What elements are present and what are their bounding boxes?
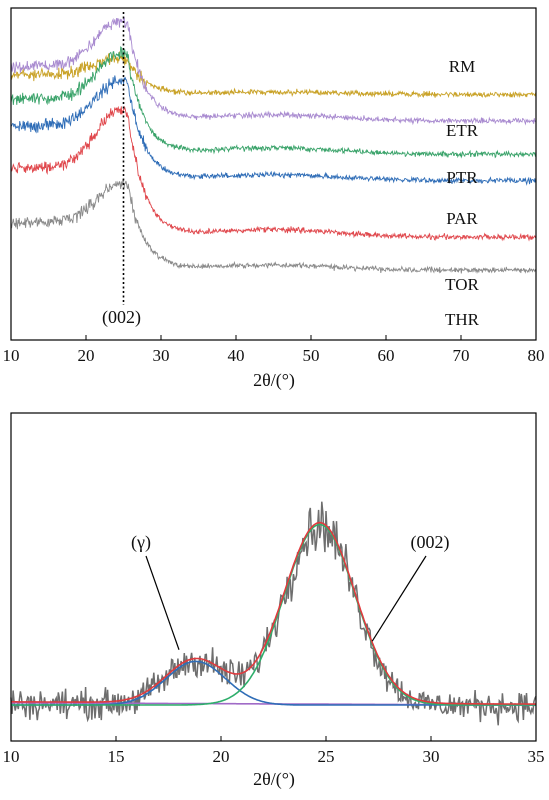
x-tick-label: 25 bbox=[318, 747, 335, 766]
plot-frame bbox=[10, 7, 537, 341]
gamma-annotation-label: (γ) bbox=[131, 532, 151, 553]
series-label-rm: RM bbox=[449, 57, 475, 76]
x-axis: 10 20 30 40 50 60 70 80 bbox=[3, 335, 545, 365]
x-tick-label: 50 bbox=[303, 346, 320, 365]
peak-fit-chart: 10 15 20 25 30 35 (γ) (002) 2θ/(°) bbox=[3, 412, 545, 790]
x-tick-label: 30 bbox=[423, 747, 440, 766]
series-label-tor: TOR bbox=[445, 275, 479, 294]
series-labels: RM ETR PTR PAR TOR THR bbox=[445, 57, 480, 329]
fit-series-group bbox=[10, 501, 537, 726]
x-tick-label: 10 bbox=[3, 747, 20, 766]
x-axis-title: 2θ/(°) bbox=[253, 370, 295, 391]
x-axis-title: 2θ/(°) bbox=[253, 769, 295, 790]
raw-data-line bbox=[10, 501, 537, 726]
series-line-rm bbox=[10, 51, 537, 99]
series-label-etr: ETR bbox=[446, 121, 479, 140]
series-group bbox=[10, 17, 537, 274]
series-label-thr: THR bbox=[445, 310, 480, 329]
x-tick-label: 35 bbox=[528, 747, 545, 766]
xrd-stacked-chart: 10 20 30 40 50 60 70 80 RM ETR PTR PAR TOR THR (002)… bbox=[3, 7, 545, 391]
x-tick-label: 15 bbox=[108, 747, 125, 766]
series-line-tor bbox=[10, 105, 537, 242]
series-line-par bbox=[10, 75, 536, 186]
x-tick-label: 60 bbox=[378, 346, 395, 365]
series-label-ptr: PTR bbox=[446, 168, 478, 187]
series-line-etr bbox=[10, 17, 537, 126]
peak-marker-label: (002) bbox=[102, 307, 141, 328]
gamma-annotation-leader bbox=[145, 555, 180, 650]
fit-total-line bbox=[11, 521, 536, 705]
annotation-group: (γ) (002) bbox=[131, 532, 450, 650]
002-annotation-leader bbox=[371, 555, 427, 642]
series-line-ptr bbox=[10, 46, 537, 159]
x-tick-label: 70 bbox=[453, 346, 470, 365]
x-tick-label: 10 bbox=[3, 346, 20, 365]
x-tick-label: 20 bbox=[213, 747, 230, 766]
x-tick-label: 20 bbox=[78, 346, 95, 365]
series-label-par: PAR bbox=[446, 209, 478, 228]
002-band-line bbox=[11, 523, 536, 706]
002-annotation-label: (002) bbox=[411, 532, 450, 553]
x-tick-label: 80 bbox=[528, 346, 545, 365]
series-line-thr bbox=[10, 178, 537, 274]
x-tick-label: 30 bbox=[153, 346, 170, 365]
x-tick-label: 40 bbox=[228, 346, 245, 365]
plot-frame bbox=[10, 412, 537, 742]
x-axis: 10 15 20 25 30 35 bbox=[3, 736, 545, 766]
